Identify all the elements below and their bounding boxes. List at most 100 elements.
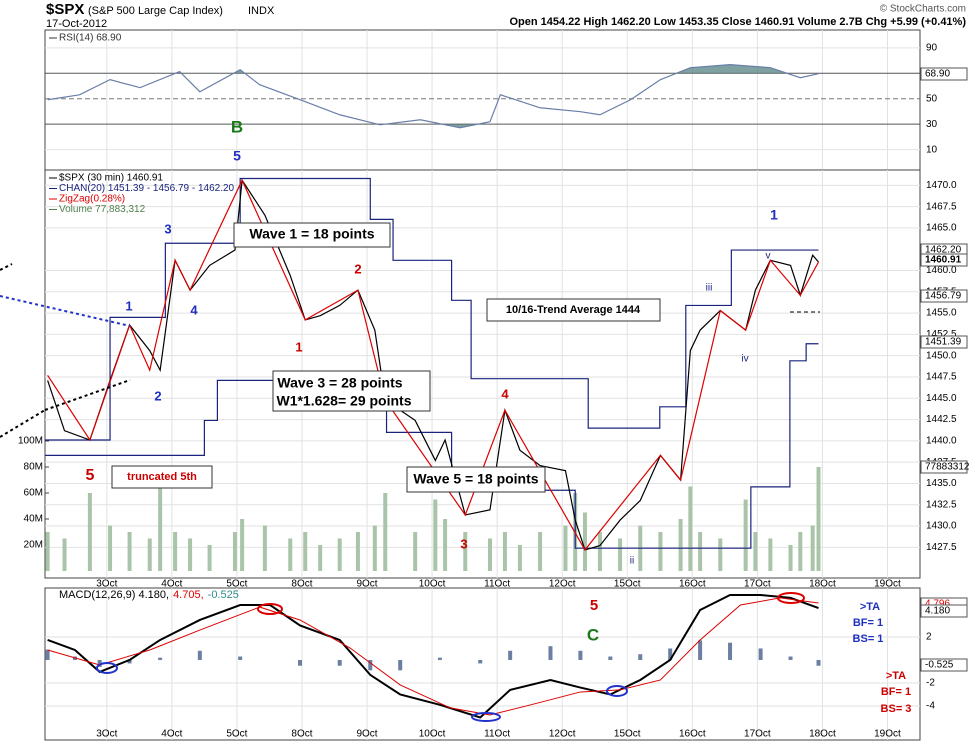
annotation: Wave 3 = 28 points: [277, 375, 402, 391]
value-tag: [920, 67, 968, 81]
rsi-fill: [47, 64, 819, 74]
bar: [487, 538, 492, 571]
index-name: (S&P 500 Large Cap Index): [88, 5, 223, 17]
x-tick-label: 16Oct: [679, 729, 706, 740]
annotation: Wave 5 = 18 points: [413, 471, 538, 487]
y-tick-label: 1435.0: [926, 478, 957, 489]
y-tick-label: 1470.0: [926, 180, 957, 191]
x-tick-label: 19Oct: [874, 579, 901, 590]
bar: [463, 531, 468, 571]
bar: [578, 650, 583, 660]
bar: [597, 531, 602, 571]
bar: [698, 531, 703, 571]
bar: [563, 525, 568, 571]
value-tag-label: -0.525: [925, 660, 954, 671]
y-tick-label: 1465.0: [926, 223, 957, 234]
bar: [816, 466, 821, 571]
symbol: $SPX: [46, 1, 84, 18]
y-tick-label: 30: [926, 119, 938, 130]
value-tag-label: 1456.79: [925, 291, 962, 302]
y-tick-label: -4: [926, 701, 935, 712]
bar: [383, 492, 388, 571]
annotation: 2: [154, 388, 161, 403]
legend-entry: RSI(14) 68.90: [59, 33, 122, 44]
annotation: iii: [706, 283, 713, 294]
value-tag: [920, 460, 968, 474]
legend-entry: 4.705,: [173, 589, 204, 601]
copyright: © StockCharts.com: [880, 4, 966, 15]
value-tag: [920, 658, 968, 672]
bar: [743, 499, 748, 571]
bar: [372, 525, 377, 571]
annotation: 5: [233, 148, 241, 164]
y2-tick-label: 100M: [18, 436, 43, 447]
bar: [688, 486, 693, 571]
y-tick-label: -2: [926, 678, 935, 689]
bar: [718, 538, 723, 571]
bar: [618, 538, 623, 571]
y-tick-label: 1440.0: [926, 436, 957, 447]
bar: [45, 649, 50, 660]
annotation: 2: [354, 261, 361, 276]
bar: [87, 492, 92, 571]
annotation: Wave 1 = 18 points: [249, 226, 374, 242]
panel-frame: [44, 169, 921, 579]
bar: [728, 642, 733, 660]
y-tick-label: 1467.5: [926, 201, 957, 212]
annotation: 5: [86, 467, 95, 484]
bar: [788, 544, 793, 571]
bar: [108, 525, 113, 571]
annotation: >TA: [886, 670, 906, 682]
bar: [433, 499, 438, 571]
bar: [337, 659, 342, 666]
annotation: BF= 1: [881, 686, 911, 698]
y2-tick-label: 20M: [24, 540, 43, 551]
panel-frame: [44, 587, 921, 741]
annotation-box: [272, 370, 431, 412]
bar: [508, 650, 513, 660]
x-tick-label: 19Oct: [874, 729, 901, 740]
annotation: BS= 1: [853, 633, 884, 645]
cross-marker: [777, 592, 805, 604]
annotation: 10/16-Trend Average 1444: [506, 304, 641, 316]
bar: [478, 659, 483, 664]
bar: [262, 525, 267, 571]
value-tag-label: 1462.20: [925, 245, 962, 256]
x-tick-label: 15Oct: [614, 579, 641, 590]
annotation: 4: [501, 386, 509, 401]
x-tick-label: 9Oct: [356, 729, 377, 740]
annotation: v: [766, 251, 771, 262]
y2-tick-label: 80M: [24, 462, 43, 473]
annotation: BF= 1: [853, 617, 883, 629]
x-tick-label: 11Oct: [484, 579, 510, 590]
y-tick-label: 50: [926, 93, 938, 104]
legend-entry: ZigZag(0.28%): [59, 194, 125, 205]
x-tick-label: 18Oct: [809, 729, 836, 740]
bar: [810, 525, 815, 571]
bar: [337, 538, 342, 571]
bar: [62, 538, 67, 571]
bar: [753, 531, 758, 571]
y-tick-label: 1452.5: [926, 329, 957, 340]
y-tick-label: 90: [926, 42, 938, 53]
x-tick-label: 10Oct: [419, 729, 446, 740]
plot: [45, 594, 821, 719]
annotation: 1: [295, 339, 302, 354]
bar: [207, 544, 212, 571]
bar: [45, 531, 50, 571]
bar: [158, 657, 163, 660]
x-tick-label: 12Oct: [549, 729, 576, 740]
x-tick-label: 8Oct: [291, 729, 312, 740]
x-tick-label: 15Oct: [614, 729, 641, 740]
bar: [638, 654, 643, 660]
x-tick-label: 9Oct: [356, 579, 377, 590]
x-tick-label: 17Oct: [744, 729, 771, 740]
y-tick-label: 10: [926, 144, 938, 155]
annotation: 3: [164, 221, 171, 236]
x-tick-label: 11Oct: [484, 729, 510, 740]
annotation: BS= 3: [881, 703, 912, 715]
bar: [608, 656, 613, 660]
line: [47, 178, 820, 551]
trend-line: [0, 263, 13, 271]
x-tick-label: 4Oct: [161, 579, 182, 590]
